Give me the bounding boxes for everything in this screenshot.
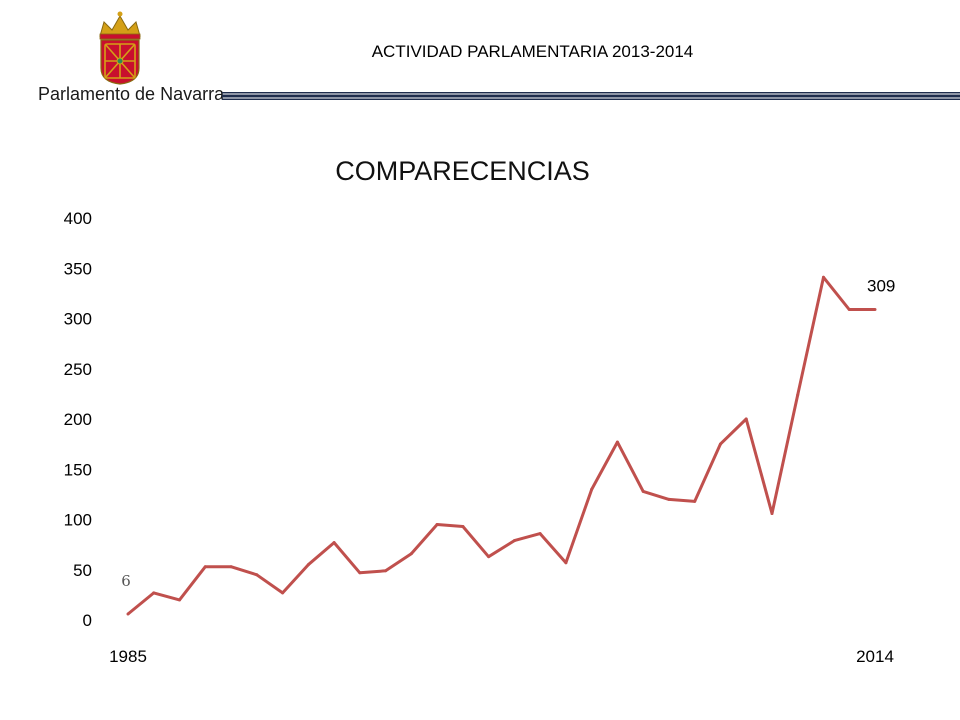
data-point xyxy=(126,612,130,616)
data-point xyxy=(178,598,182,602)
series-line xyxy=(127,275,875,616)
data-point xyxy=(487,555,491,559)
logo: Parlamento de Navarra xyxy=(0,0,225,120)
data-point xyxy=(821,275,825,279)
data-point xyxy=(667,497,671,501)
logo-text: Parlamento de Navarra xyxy=(38,84,225,104)
data-point xyxy=(590,487,594,491)
data-point xyxy=(538,532,542,536)
y-tick-label: 50 xyxy=(73,561,92,580)
chart-title: COMPARECENCIAS xyxy=(335,156,590,186)
data-point xyxy=(718,442,722,446)
data-point xyxy=(744,417,748,421)
data-point xyxy=(229,565,233,569)
data-point xyxy=(384,569,388,573)
data-point xyxy=(281,591,285,595)
y-tick-label: 0 xyxy=(83,611,92,630)
y-tick-label: 300 xyxy=(64,310,92,329)
y-tick-label: 100 xyxy=(64,511,92,530)
y-tick-label: 400 xyxy=(64,209,92,228)
y-axis: 0 50 100 150 200 250 300 350 400 xyxy=(64,209,92,630)
crown-icon xyxy=(99,11,141,40)
data-label-first: 6 xyxy=(121,572,131,590)
data-point xyxy=(847,307,851,311)
data-point xyxy=(770,511,774,515)
y-tick-label: 350 xyxy=(64,259,92,278)
data-point xyxy=(796,393,800,397)
data-point xyxy=(332,541,336,545)
navarra-coat-of-arms-icon xyxy=(99,11,141,85)
data-point xyxy=(255,573,259,577)
data-point xyxy=(409,552,413,556)
data-point xyxy=(435,523,439,527)
data-point xyxy=(641,489,645,493)
data-point xyxy=(615,440,619,444)
data-label-last: 309 xyxy=(867,276,895,295)
y-tick-label: 150 xyxy=(64,460,92,479)
data-point xyxy=(358,571,362,575)
header-divider xyxy=(222,92,960,100)
y-tick-label: 250 xyxy=(64,360,92,379)
page-title: ACTIVIDAD PARLAMENTARIA 2013-2014 xyxy=(371,42,694,61)
data-point xyxy=(152,591,156,595)
x-axis: 1985 2014 xyxy=(109,647,894,666)
data-point xyxy=(873,307,877,311)
data-point xyxy=(461,525,465,529)
data-point xyxy=(203,565,207,569)
data-point xyxy=(306,563,310,567)
data-point xyxy=(512,539,516,543)
data-point xyxy=(564,561,568,565)
y-tick-label: 200 xyxy=(64,410,92,429)
plot-area: 6 309 xyxy=(121,275,895,616)
data-point xyxy=(693,499,697,503)
x-tick-label: 1985 xyxy=(109,647,147,666)
x-tick-label: 2014 xyxy=(856,647,894,666)
